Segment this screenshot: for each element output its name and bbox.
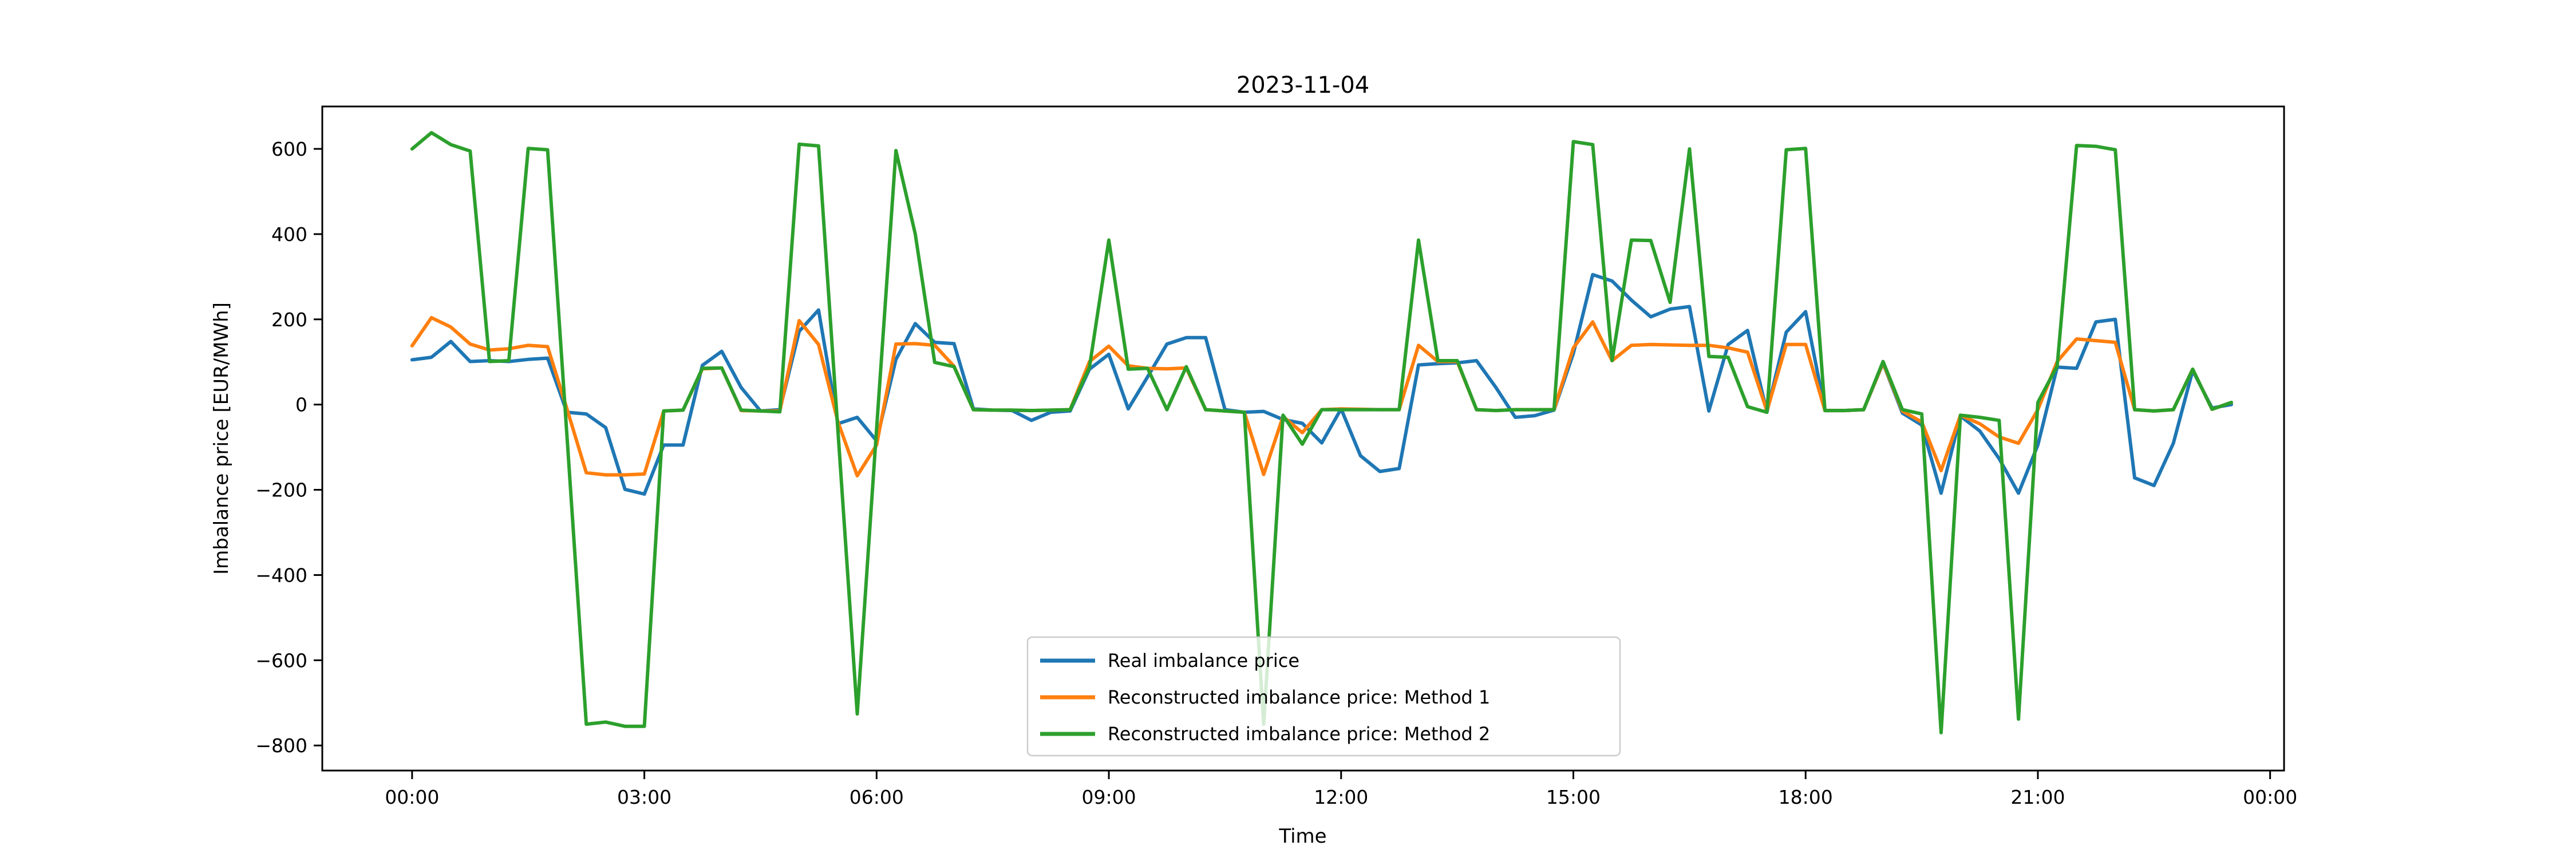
x-tick-label: 03:00 <box>617 786 671 808</box>
legend: Real imbalance price Reconstructed imbala… <box>1026 636 1621 757</box>
y-tick-label: −200 <box>255 479 307 501</box>
x-tick-label: 18:00 <box>1779 786 1833 808</box>
y-tick-label: 0 <box>295 394 307 416</box>
chart-title: 2023-11-04 <box>1236 72 1369 98</box>
legend-label-1: Real imbalance price <box>1108 650 1299 672</box>
legend-box <box>1026 636 1621 757</box>
x-axis-label: Time <box>1278 825 1326 848</box>
legend-label-2: Reconstructed imbalance price: Method 1 <box>1108 686 1490 708</box>
x-tick-label: 06:00 <box>850 786 904 808</box>
y-tick-label: −400 <box>255 564 307 586</box>
x-tick-label: 09:00 <box>1081 786 1136 808</box>
x-tick-label: 12:00 <box>1314 786 1368 808</box>
y-tick-label: 400 <box>271 223 307 246</box>
series-line-real-imbalance-price <box>410 272 2233 496</box>
x-tick-label: 00:00 <box>2243 786 2297 808</box>
y-tick-label: 200 <box>271 309 307 331</box>
y-axis-label: Imbalance price [EUR/MWh] <box>210 302 233 575</box>
x-tick-label: 21:00 <box>2010 786 2065 808</box>
y-tick-label: −800 <box>255 734 307 757</box>
plot-frame <box>321 105 2285 772</box>
y-tick-label: −600 <box>255 649 307 672</box>
plot-area <box>410 131 2233 734</box>
legend-label-3: Reconstructed imbalance price: Method 2 <box>1108 723 1490 745</box>
series-line-reconstructed-imbalance-price-method-2 <box>410 131 2233 734</box>
axes: 600 400 200 0 −200 −400 −600 −800 00:00 03:00 06:0… <box>255 105 2297 808</box>
x-tick-label: 15:00 <box>1546 786 1601 808</box>
x-tick-label: 00:00 <box>385 786 439 808</box>
y-tick-label: 600 <box>271 138 307 160</box>
